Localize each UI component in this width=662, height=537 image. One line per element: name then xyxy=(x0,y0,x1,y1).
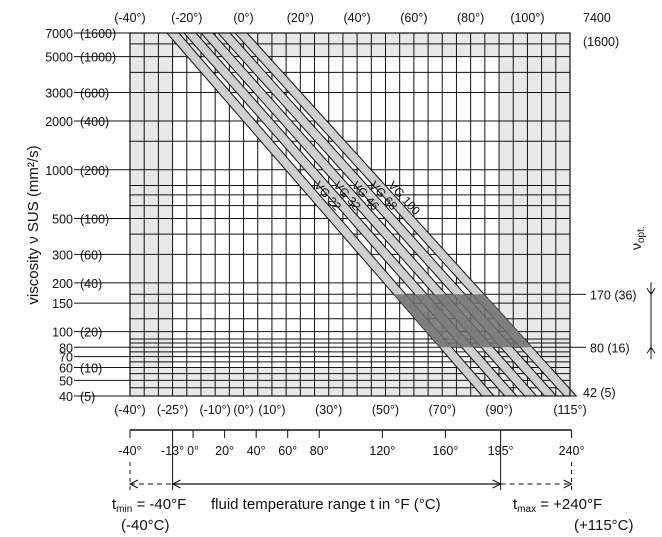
top-celsius-label: (20°) xyxy=(287,11,314,25)
top-celsius-label: (40°) xyxy=(343,11,370,25)
bottom-celsius-label: (90°) xyxy=(485,403,512,417)
shade-low-viscosity xyxy=(172,367,500,396)
plot-frame xyxy=(129,32,571,397)
shade-low-temperature xyxy=(130,33,173,396)
t-max-celsius: (+115°C) xyxy=(574,517,634,534)
optimum-viscosity-region xyxy=(393,294,533,348)
top-celsius-label: (80°) xyxy=(457,11,484,25)
bottom-celsius-label: (70°) xyxy=(429,403,456,417)
right-top-sus-label: 7400 xyxy=(583,11,611,25)
bottom-celsius-label: (-25°) xyxy=(157,403,188,417)
y-tick-sus: 80 xyxy=(59,341,73,355)
y-tick-sus: 500 xyxy=(52,212,73,226)
fahrenheit-tick-label: 120° xyxy=(369,444,395,458)
temperature-range-annotation: tmin = -40°F (-40°C) fluid temperature ran… xyxy=(112,437,634,534)
fahrenheit-tick-label: 0° xyxy=(187,444,199,458)
y-tick-sus: 70 xyxy=(59,351,73,365)
y-axis-title: viscosity ν SUS (mm²/s) xyxy=(25,145,42,304)
t-max-label: tmax = +240°F xyxy=(513,496,602,515)
v-opt-lower-label: 80 (16) xyxy=(590,341,630,355)
t-min-label: tmin = -40°F xyxy=(112,496,186,515)
fahrenheit-tick-label: 40° xyxy=(247,444,266,458)
y-tick-mm2s: (400) xyxy=(80,115,109,129)
fahrenheit-tick-label: 80° xyxy=(310,444,329,458)
bottom-celsius-label: (-10°) xyxy=(199,403,230,417)
vg-series-bands xyxy=(165,32,578,397)
y-tick-sus: 100 xyxy=(52,326,73,340)
bottom-celsius-label: (50°) xyxy=(372,403,399,417)
y-tick-mm2s: (10) xyxy=(80,362,102,376)
y-tick-sus: 7000 xyxy=(45,27,73,41)
y-tick-sus: 5000 xyxy=(45,51,73,65)
y-tick-mm2s: (600) xyxy=(80,87,109,101)
bottom-celsius-label: (115°) xyxy=(553,403,586,417)
top-celsius-label: (100°) xyxy=(510,11,544,25)
top-celsius-label: (-40°) xyxy=(114,11,145,25)
t-min-celsius: (-40°C) xyxy=(121,517,170,534)
range-middle-label: fluid temperature range t in °F (°C) xyxy=(211,496,441,513)
axes xyxy=(74,32,656,438)
right-top-mm2s-label: (1600) xyxy=(583,35,619,49)
top-celsius-label: (0°) xyxy=(233,11,253,25)
fahrenheit-tick-label: 20° xyxy=(215,444,234,458)
y-tick-sus: 50 xyxy=(59,374,73,388)
y-tick-mm2s: (60) xyxy=(80,248,102,262)
v-opt-arrow-top xyxy=(646,288,656,296)
v-opt-label: νopt. xyxy=(628,226,647,250)
y-tick-mm2s: (100) xyxy=(80,212,109,226)
fahrenheit-tick-label: 60° xyxy=(278,444,297,458)
y-tick-mm2s: (40) xyxy=(80,277,102,291)
bottom-celsius-label: (30°) xyxy=(315,403,342,417)
range-arrowhead-left xyxy=(128,479,139,489)
y-tick-mm2s: (200) xyxy=(80,164,109,178)
right-bottom-label: 42 (5) xyxy=(583,386,616,400)
range-arrowhead-inner-left xyxy=(171,479,181,489)
v-opt-upper-label: 170 (36) xyxy=(590,288,637,302)
range-arrowhead-right xyxy=(563,479,573,489)
y-tick-sus: 40 xyxy=(59,390,73,404)
y-tick-mm2s: (1000) xyxy=(80,51,116,65)
y-tick-sus: 150 xyxy=(52,297,73,311)
y-tick-sus: 3000 xyxy=(45,87,73,101)
y-tick-mm2s: (1600) xyxy=(80,27,116,41)
y-tick-sus: 1000 xyxy=(45,164,73,178)
y-tick-mm2s: (20) xyxy=(80,326,102,340)
fahrenheit-tick-label: 240° xyxy=(559,444,585,458)
bottom-celsius-label: (0°) xyxy=(233,403,253,417)
y-tick-sus: 300 xyxy=(52,248,73,262)
y-tick-sus: 200 xyxy=(52,277,73,291)
y-tick-sus: 60 xyxy=(59,362,73,376)
top-celsius-label: (60°) xyxy=(400,11,427,25)
v-opt-arrow-bottom xyxy=(646,346,656,354)
bottom-celsius-label: (-40°) xyxy=(114,403,145,417)
y-tick-mm2s: (5) xyxy=(80,390,95,404)
fahrenheit-tick-label: -40° xyxy=(118,444,141,458)
range-arrowhead-inner-right xyxy=(492,479,502,489)
bottom-celsius-label: (10°) xyxy=(258,403,285,417)
top-celsius-label: (-20°) xyxy=(171,11,202,25)
fahrenheit-tick-label: 160° xyxy=(432,444,458,458)
y-tick-sus: 2000 xyxy=(45,115,73,129)
